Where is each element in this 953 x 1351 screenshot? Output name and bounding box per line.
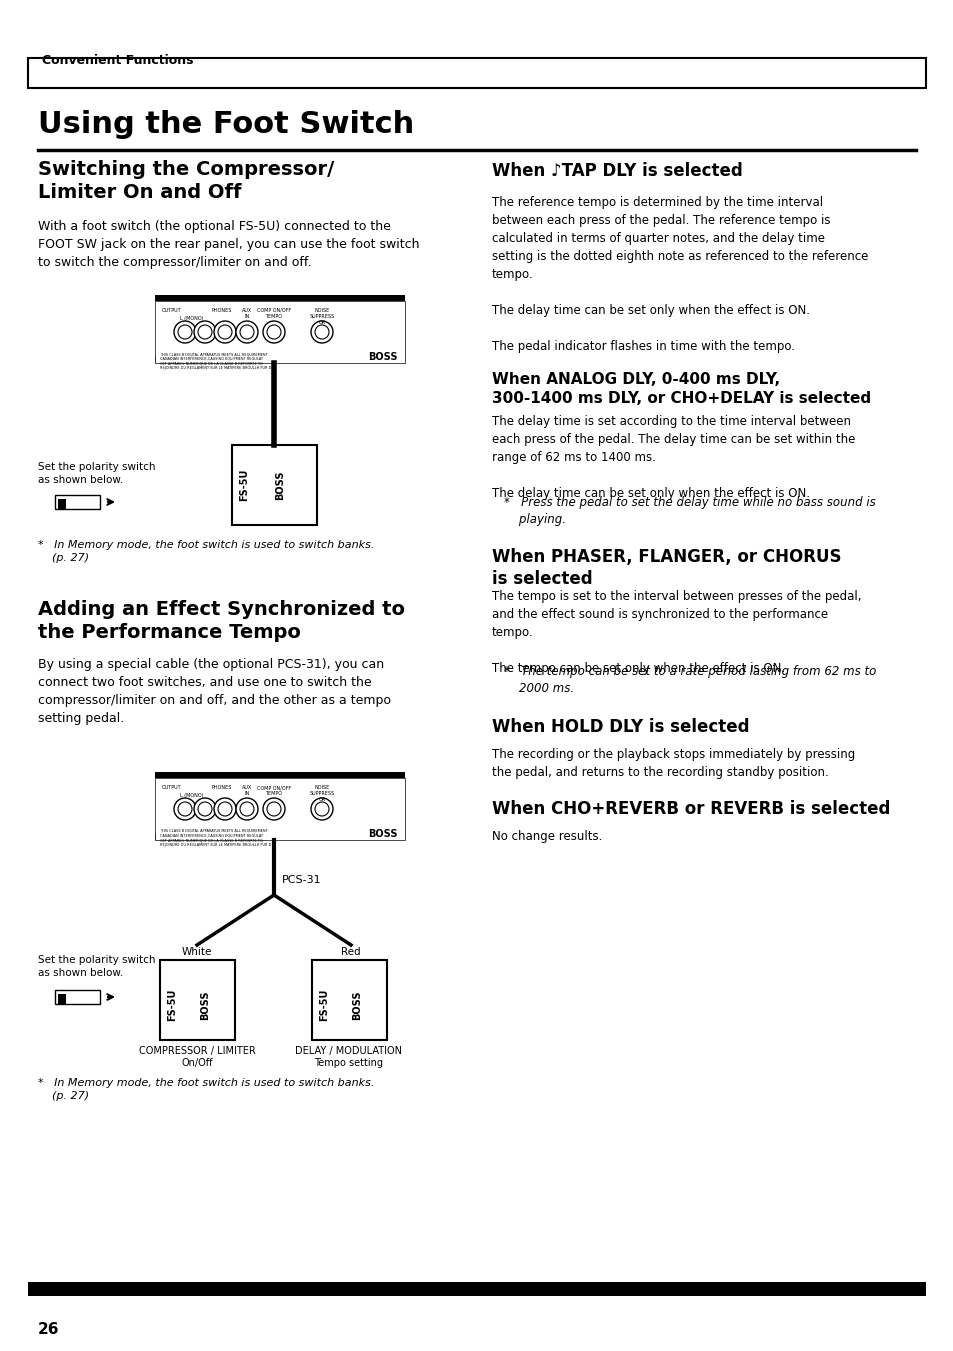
Bar (28, 1282, 925, 1296)
Text: Using the Foot Switch: Using the Foot Switch (38, 109, 414, 139)
Text: By using a special cable (the optional PCS-31), you can
connect two foot switche: By using a special cable (the optional P… (38, 658, 391, 725)
Circle shape (178, 326, 192, 339)
Circle shape (218, 326, 232, 339)
Circle shape (193, 798, 215, 820)
Text: COMP ON/OFF
TEMPO: COMP ON/OFF TEMPO (256, 308, 291, 319)
Text: The recording or the playback stops immediately by pressing
the pedal, and retur: The recording or the playback stops imme… (492, 748, 854, 780)
Text: No change results.: No change results. (492, 830, 601, 843)
Bar (58, 499, 66, 509)
Text: COMP ON/OFF
TEMPO: COMP ON/OFF TEMPO (256, 785, 291, 796)
Text: White: White (182, 947, 212, 957)
Circle shape (263, 322, 285, 343)
Circle shape (198, 802, 212, 816)
Bar (154, 778, 405, 840)
Text: Set the polarity switch
as shown below.: Set the polarity switch as shown below. (38, 462, 155, 485)
Text: When ANALOG DLY, 0-400 ms DLY,
300-1400 ms DLY, or CHO+DELAY is selected: When ANALOG DLY, 0-400 ms DLY, 300-1400 … (492, 372, 870, 405)
Circle shape (240, 802, 253, 816)
Text: Switching the Compressor/
Limiter On and Off: Switching the Compressor/ Limiter On and… (38, 159, 334, 203)
Text: L (MONO): L (MONO) (180, 793, 204, 798)
Text: OUTPUT: OUTPUT (162, 308, 182, 313)
Text: The delay time is set according to the time interval between
each press of the p: The delay time is set according to the t… (492, 415, 855, 500)
Text: 26: 26 (38, 1323, 59, 1337)
Text: BOSS: BOSS (368, 353, 397, 362)
Text: Adding an Effect Synchronized to
the Performance Tempo: Adding an Effect Synchronized to the Per… (38, 600, 405, 643)
Circle shape (267, 326, 281, 339)
Circle shape (314, 802, 329, 816)
Text: *   Press the pedal to set the delay time while no bass sound is
    playing.: * Press the pedal to set the delay time … (503, 496, 875, 526)
Circle shape (235, 322, 257, 343)
Circle shape (311, 322, 333, 343)
Bar (312, 961, 387, 1040)
Bar (232, 444, 316, 526)
Circle shape (213, 798, 235, 820)
Text: PCS-31: PCS-31 (282, 875, 321, 885)
Circle shape (240, 326, 253, 339)
Bar (58, 994, 66, 1004)
Text: FS-5U: FS-5U (167, 989, 177, 1021)
Bar (55, 494, 100, 509)
Text: NOISE
SUPPRESS
OR: NOISE SUPPRESS OR (309, 785, 335, 801)
Text: Convenient Functions: Convenient Functions (42, 54, 193, 68)
Text: THIS CLASS B DIGITAL APPARATUS MEETS ALL REQUIREMENT
CANADIAN INTERFERENCE-CAUSI: THIS CLASS B DIGITAL APPARATUS MEETS ALL… (160, 353, 271, 370)
Circle shape (218, 802, 232, 816)
Circle shape (173, 798, 195, 820)
Bar (154, 834, 405, 840)
Text: When HOLD DLY is selected: When HOLD DLY is selected (492, 717, 749, 736)
Circle shape (314, 326, 329, 339)
Text: When PHASER, FLANGER, or CHORUS
is selected: When PHASER, FLANGER, or CHORUS is selec… (492, 549, 841, 588)
Bar (154, 771, 405, 778)
Bar (154, 357, 405, 363)
Bar (154, 295, 405, 301)
Text: NOISE
SUPPRESS
OR: NOISE SUPPRESS OR (309, 308, 335, 324)
Text: Red: Red (341, 947, 360, 957)
Circle shape (263, 798, 285, 820)
Circle shape (173, 322, 195, 343)
Text: AUX
IN: AUX IN (242, 785, 252, 796)
Circle shape (311, 798, 333, 820)
Text: *   In Memory mode, the foot switch is used to switch banks.
    (p. 27): * In Memory mode, the foot switch is use… (38, 540, 374, 563)
Text: DELAY / MODULATION
Tempo setting: DELAY / MODULATION Tempo setting (295, 1046, 402, 1069)
Bar (160, 961, 234, 1040)
Circle shape (213, 322, 235, 343)
Text: L (MONO): L (MONO) (180, 316, 204, 322)
Text: THIS CLASS B DIGITAL APPARATUS MEETS ALL REQUIREMENT
CANADIAN INTERFERENCE-CAUSI: THIS CLASS B DIGITAL APPARATUS MEETS ALL… (160, 830, 271, 847)
Text: AUX
IN: AUX IN (242, 308, 252, 319)
Circle shape (198, 326, 212, 339)
Text: *   The tempo can be set to a rate period lasting from 62 ms to
    2000 ms.: * The tempo can be set to a rate period … (503, 665, 876, 694)
FancyBboxPatch shape (28, 58, 925, 88)
Circle shape (178, 802, 192, 816)
Bar (55, 990, 100, 1004)
Text: PHONES: PHONES (212, 308, 232, 313)
Text: BOSS: BOSS (274, 470, 285, 500)
Text: COMPRESSOR / LIMITER
On/Off: COMPRESSOR / LIMITER On/Off (138, 1046, 255, 1069)
Text: With a foot switch (the optional FS-5U) connected to the
FOOT SW jack on the rea: With a foot switch (the optional FS-5U) … (38, 220, 419, 269)
Text: FS-5U: FS-5U (318, 989, 329, 1021)
Text: The tempo is set to the interval between presses of the pedal,
and the effect so: The tempo is set to the interval between… (492, 590, 861, 676)
Text: BOSS: BOSS (368, 830, 397, 839)
Circle shape (235, 798, 257, 820)
Text: When CHO+REVERB or REVERB is selected: When CHO+REVERB or REVERB is selected (492, 800, 889, 817)
Circle shape (193, 322, 215, 343)
Bar (154, 301, 405, 363)
Text: BOSS: BOSS (352, 990, 361, 1020)
Circle shape (267, 802, 281, 816)
Text: BOSS: BOSS (200, 990, 210, 1020)
Text: When ♪TAP DLY is selected: When ♪TAP DLY is selected (492, 162, 742, 180)
Text: Set the polarity switch
as shown below.: Set the polarity switch as shown below. (38, 955, 155, 978)
Text: FS-5U: FS-5U (239, 469, 249, 501)
Text: The reference tempo is determined by the time interval
between each press of the: The reference tempo is determined by the… (492, 196, 867, 353)
Text: OUTPUT: OUTPUT (162, 785, 182, 790)
Text: PHONES: PHONES (212, 785, 232, 790)
Text: *   In Memory mode, the foot switch is used to switch banks.
    (p. 27): * In Memory mode, the foot switch is use… (38, 1078, 374, 1101)
